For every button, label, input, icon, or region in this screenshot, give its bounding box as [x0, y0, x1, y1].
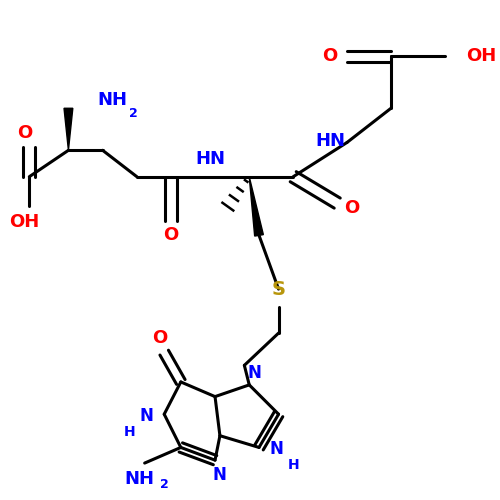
Text: O: O [322, 48, 337, 66]
Text: 2: 2 [160, 478, 168, 491]
Text: N: N [213, 466, 227, 484]
Text: O: O [17, 124, 32, 142]
Text: NH: NH [98, 92, 128, 110]
Polygon shape [64, 108, 73, 150]
Text: OH: OH [466, 48, 496, 66]
Text: O: O [164, 226, 178, 244]
Text: HN: HN [195, 150, 225, 168]
Text: OH: OH [10, 212, 40, 230]
Text: N: N [270, 440, 283, 458]
Text: HN: HN [315, 132, 345, 150]
Text: S: S [272, 280, 285, 298]
Text: H: H [124, 425, 136, 439]
Text: 2: 2 [129, 106, 138, 120]
Text: NH: NH [125, 470, 155, 488]
Text: N: N [140, 407, 153, 425]
Text: H: H [288, 458, 299, 472]
Text: O: O [344, 199, 360, 217]
Text: O: O [152, 329, 167, 347]
Polygon shape [249, 176, 264, 236]
Text: N: N [247, 364, 261, 382]
